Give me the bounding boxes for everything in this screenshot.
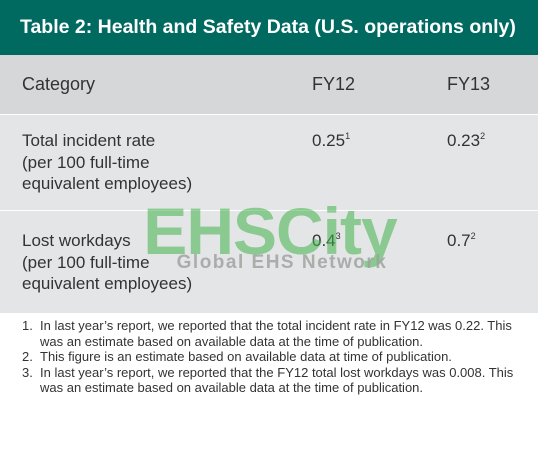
table-title-text: Table 2: Health and Safety Data (U.S. op… xyxy=(20,16,516,38)
row-divider xyxy=(0,210,538,211)
footnote-ref: 2 xyxy=(480,131,486,141)
table-row: Total incident rate (per 100 full-time e… xyxy=(0,114,538,210)
footnote-ref: 1 xyxy=(345,131,351,141)
category-line: equivalent employees) xyxy=(22,274,193,293)
footnotes-list: 1. In last year’s report, we reported th… xyxy=(0,318,538,396)
health-safety-table: Category FY12 FY13 Total incident rate (… xyxy=(0,55,538,313)
category-line: (per 100 full-time xyxy=(22,252,150,272)
fy12-value: 0.25 xyxy=(312,131,346,150)
category-cell: Total incident rate (per 100 full-time e… xyxy=(22,130,272,195)
fy13-value-cell: 0.232 xyxy=(447,130,507,152)
table-title: Table 2: Health and Safety Data (U.S. op… xyxy=(0,0,538,55)
header-fy13: FY13 xyxy=(447,74,491,94)
table-header-row: Category FY12 FY13 xyxy=(0,55,538,114)
footnote-text: In last year’s report, we reported that … xyxy=(40,364,514,396)
footnote-ref: 3 xyxy=(335,231,341,241)
category-line: Total incident rate xyxy=(22,131,156,150)
footnote-ref: 2 xyxy=(470,231,476,241)
footnote-text: In last year’s report, we reported that … xyxy=(40,318,512,349)
footnote-item: 3. In last year’s report, we reported th… xyxy=(0,365,538,396)
footnote-item: 1. In last year’s report, we reported th… xyxy=(0,318,538,349)
fy13-value: 0.7 xyxy=(447,231,471,250)
fy12-value: 0.4 xyxy=(312,231,336,250)
footnote-text: This figure is an estimate based on avai… xyxy=(40,349,452,365)
footnote-item: 2. This figure is an estimate based on a… xyxy=(0,349,538,365)
category-line: equivalent employees) xyxy=(22,174,193,193)
footnote-number: 2. xyxy=(22,349,33,365)
header-fy12: FY12 xyxy=(312,74,356,94)
category-line: (per 100 full-time xyxy=(22,152,150,172)
category-line: Lost workdays xyxy=(22,231,131,250)
fy12-value-cell: 0.251 xyxy=(312,130,372,152)
row-divider xyxy=(0,114,538,115)
footnote-number: 1. xyxy=(22,318,33,333)
category-cell: Lost workdays (per 100 full-time equival… xyxy=(22,230,272,295)
table-row: Lost workdays (per 100 full-time equival… xyxy=(0,211,538,313)
fy13-value-cell: 0.72 xyxy=(447,230,507,252)
footnote-number: 3. xyxy=(22,364,33,380)
fy13-value: 0.23 xyxy=(447,131,481,150)
header-category: Category xyxy=(22,74,96,94)
fy12-value-cell: 0.43 xyxy=(312,230,372,252)
